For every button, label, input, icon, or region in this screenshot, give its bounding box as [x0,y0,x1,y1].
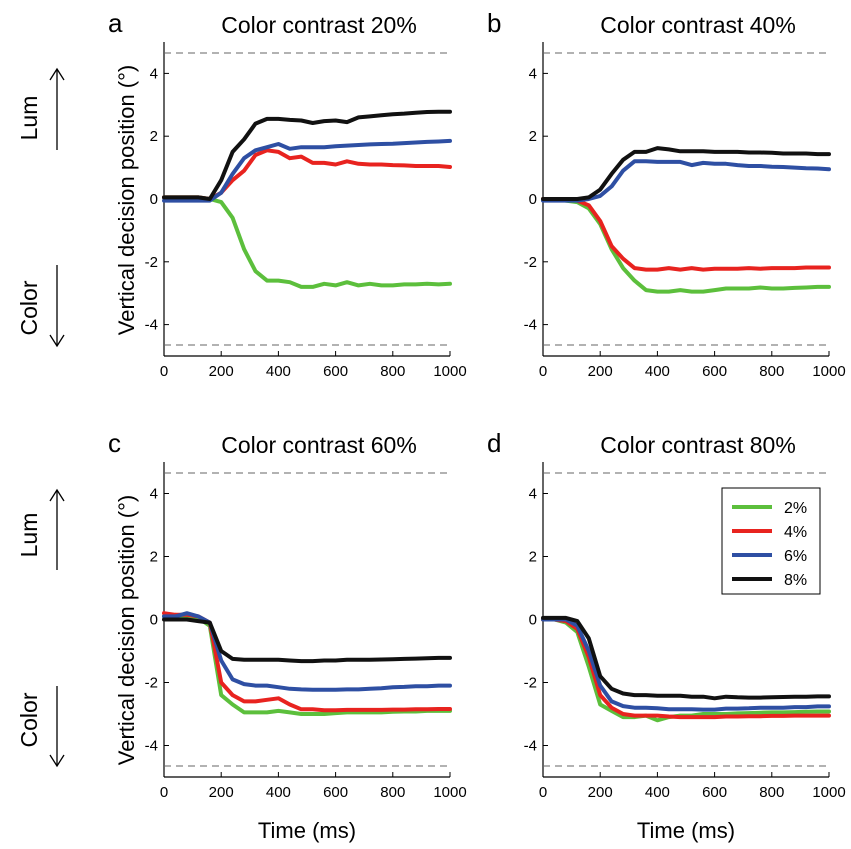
series-line-6pct [541,617,831,712]
x-tick-label: 800 [380,363,405,380]
down-arrow-icon-top [49,265,65,348]
up-arrow-icon-bottom [49,488,65,570]
series-line-6pct [162,138,452,203]
series-line-8pct [162,617,452,664]
x-tick-label: 800 [759,784,784,801]
x-axis-label-d: Time (ms) [637,818,735,843]
series-line-2pct [162,195,452,289]
y-tick-label: 0 [529,612,537,629]
x-tick-label: 400 [266,784,291,801]
y-tick-label: 0 [150,191,158,208]
x-tick-label: 200 [588,363,613,380]
panel-c: -4 -2 0 2 4 0 200 400 600 800 1000 Color contrast 6… [108,428,467,801]
series-line-2pct [162,612,452,716]
legend: 2% 4% 6% 8% [721,487,821,595]
y-tick-label: -4 [145,317,158,334]
y-tick-label: -2 [524,254,537,271]
y-tick-label: 2 [150,128,158,145]
y-tick-label: -4 [145,738,158,755]
series-line-4pct [162,148,452,201]
series-line-8pct [162,109,452,201]
x-tick-label: 600 [323,363,348,380]
x-tick-label: 0 [160,363,168,380]
y-tick-label: -2 [524,675,537,692]
panel-d: -4 -2 0 2 4 0 200 400 600 800 1000 Color contrast 8… [487,428,846,801]
series-line-8pct [541,615,831,701]
y-tick-label: 4 [529,486,537,503]
x-tick-label: 400 [645,363,670,380]
legend-label-8: 8% [784,572,807,589]
x-tick-label: 1000 [433,784,466,801]
series-line-8pct [541,146,831,201]
color-label-bottom: Color [16,692,42,747]
panel-letter: d [487,428,501,458]
x-tick-label: 0 [539,784,547,801]
y-tick-label: 2 [529,549,537,566]
x-tick-label: 0 [160,784,168,801]
y-tick-label: 2 [529,128,537,145]
y-axis-label-top: Vertical decision position (°) [114,65,139,335]
y-tick-label: -4 [524,317,537,334]
panel-a: -4 -2 0 2 4 0 200 400 600 800 1000 Color contrast 2… [108,8,467,380]
series-line-4pct [541,197,831,272]
series-line-4pct [541,617,831,720]
x-tick-label: 600 [702,784,727,801]
down-arrow-icon-bottom [49,686,65,768]
panel-letter: a [108,8,123,38]
panel-letter: b [487,8,501,38]
y-tick-label: -4 [524,738,537,755]
panel-letter: c [108,428,121,458]
legend-label-6: 6% [784,548,807,565]
x-tick-label: 800 [759,363,784,380]
y-tick-label: -2 [145,254,158,271]
x-tick-label: 200 [209,363,234,380]
y-tick-label: -2 [145,675,158,692]
panel-title: Color contrast 60% [221,432,417,458]
lum-label-bottom: Lum [16,513,42,558]
x-axis-label-c: Time (ms) [258,818,356,843]
legend-label-4: 4% [784,524,807,541]
y-tick-label: 4 [150,65,158,82]
y-tick-label: 0 [150,612,158,629]
series-line-6pct [541,159,831,203]
panel-title: Color contrast 20% [221,12,417,38]
legend-label-2: 2% [784,500,807,517]
color-label-top: Color [16,280,42,335]
x-tick-label: 600 [702,363,727,380]
y-axis-label-bottom: Vertical decision position (°) [114,495,139,765]
series-line-2pct [541,197,831,294]
x-tick-label: 600 [323,784,348,801]
up-arrow-icon-top [49,67,65,150]
y-tick-label: 0 [529,191,537,208]
x-tick-label: 1000 [812,784,845,801]
x-tick-label: 1000 [812,363,845,380]
x-tick-label: 400 [645,784,670,801]
panel-b: -4 -2 0 2 4 0 200 400 600 800 1000 Color contrast 4… [487,8,846,380]
lum-label-top: Lum [16,96,42,141]
x-tick-label: 400 [266,363,291,380]
y-tick-label: 4 [150,486,158,503]
x-tick-label: 200 [209,784,234,801]
y-tick-label: 4 [529,65,537,82]
panel-title: Color contrast 80% [600,432,796,458]
x-tick-label: 800 [380,784,405,801]
panel-title: Color contrast 40% [600,12,796,38]
x-tick-label: 200 [588,784,613,801]
x-tick-label: 1000 [433,363,466,380]
x-tick-label: 0 [539,363,547,380]
y-tick-label: 2 [150,549,158,566]
